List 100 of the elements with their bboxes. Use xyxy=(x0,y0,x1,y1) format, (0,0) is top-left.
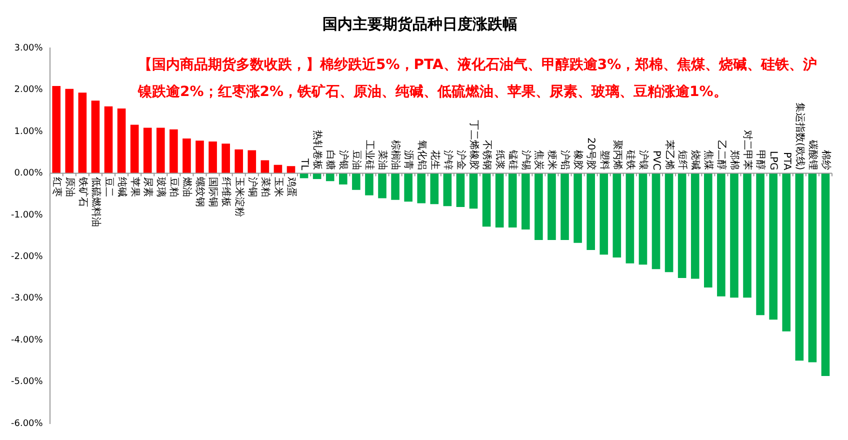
bar xyxy=(600,173,608,255)
x-tick-label: 不锈钢 xyxy=(480,140,492,170)
bar xyxy=(196,140,204,174)
bar xyxy=(443,173,452,206)
bar xyxy=(182,138,191,174)
y-tick-label: -4.00% xyxy=(10,335,44,346)
x-tick-label: 橡胶 xyxy=(572,150,584,170)
bar xyxy=(326,173,334,182)
bar xyxy=(222,144,230,174)
bar xyxy=(117,108,126,174)
bar xyxy=(130,124,139,174)
x-tick-label: 沪锌 xyxy=(442,150,454,170)
x-tick-label: 玉米淀粉 xyxy=(233,177,246,218)
bar xyxy=(65,88,74,174)
bar xyxy=(743,173,752,298)
y-tick-label: 3.00% xyxy=(14,43,44,54)
x-tick-label: 粳米 xyxy=(546,150,558,170)
x-tick-label: 聚丙烯 xyxy=(611,140,624,170)
x-tick-label: TL xyxy=(298,158,310,171)
y-tick-label: 0.00% xyxy=(14,168,44,179)
x-tick-label: 集运指数(欧线) xyxy=(794,102,806,170)
x-tick-label: 纯碱 xyxy=(116,177,128,198)
bar xyxy=(391,173,400,200)
bar xyxy=(143,128,152,174)
bar xyxy=(430,173,439,204)
x-tick-label: 短纤 xyxy=(676,150,688,170)
x-tick-label: 苯乙烯 xyxy=(663,140,676,170)
bar xyxy=(574,173,582,243)
bar xyxy=(156,128,165,174)
bar xyxy=(469,173,478,209)
x-tick-label: 沪铅 xyxy=(559,150,572,170)
bar xyxy=(170,129,178,174)
bar xyxy=(404,173,412,202)
x-tick-label: 焦炭 xyxy=(533,150,546,170)
bar xyxy=(652,173,660,270)
x-tick-label: 白糖 xyxy=(324,150,337,170)
y-tick-label: -6.00% xyxy=(10,418,44,429)
x-tick-label: 菜油 xyxy=(376,150,389,170)
bar xyxy=(560,173,569,240)
bar xyxy=(338,173,348,184)
x-tick-label: 铁矿石 xyxy=(76,176,89,208)
x-tick-label: 纸浆 xyxy=(494,150,506,170)
bar xyxy=(808,173,817,362)
bar xyxy=(352,173,360,190)
x-tick-label: 花生 xyxy=(428,150,441,170)
bar xyxy=(586,173,595,250)
y-tick-label: -5.00% xyxy=(10,377,44,388)
x-tick-label: 红枣 xyxy=(50,177,63,198)
x-tick-label: 锰硅 xyxy=(507,149,520,170)
bar xyxy=(795,173,804,361)
x-tick-label: 氧化铝 xyxy=(416,140,428,170)
bar xyxy=(704,173,712,288)
x-tick-label: 焦煤 xyxy=(702,150,715,170)
y-tick-label: -1.00% xyxy=(10,210,44,220)
bar xyxy=(612,173,622,258)
bar xyxy=(495,173,504,228)
x-tick-label: 纤维板 xyxy=(220,177,232,208)
x-tick-label: 工业硅 xyxy=(364,140,376,170)
x-tick-label: 国际铜 xyxy=(207,177,218,208)
bar xyxy=(104,106,113,174)
y-tick-label: -2.00% xyxy=(10,252,44,262)
bar xyxy=(508,173,517,228)
x-tick-label: 菜粕 xyxy=(259,177,272,198)
x-tick-label: 苹果 xyxy=(128,177,141,198)
x-tick-label: 燃油 xyxy=(181,177,194,198)
x-tick-label: PVC xyxy=(650,150,662,170)
x-tick-label: 尿素 xyxy=(142,177,154,198)
x-tick-label: 鸡蛋 xyxy=(285,176,298,198)
bar xyxy=(638,173,648,265)
bar xyxy=(52,86,61,174)
x-tick-label: 原油 xyxy=(64,177,76,198)
x-tick-label: 沪铜 xyxy=(246,177,258,198)
bar xyxy=(782,173,791,332)
bar xyxy=(769,173,778,320)
x-tick-label: 塑料 xyxy=(598,150,610,170)
x-tick-label: 沪镍 xyxy=(637,150,650,170)
x-tick-label: 沪银 xyxy=(338,150,350,170)
bar xyxy=(417,173,426,204)
bar xyxy=(717,173,726,296)
x-tick-label: 玻璃 xyxy=(155,177,168,198)
bar xyxy=(678,173,686,278)
x-tick-label: 沪锡 xyxy=(520,150,532,170)
x-tick-label: 玉米 xyxy=(272,177,284,198)
bar xyxy=(756,173,764,316)
bar xyxy=(626,173,634,264)
bar xyxy=(690,173,700,279)
x-tick-label: 碳酸锂 xyxy=(806,139,819,170)
bar xyxy=(548,173,556,240)
x-tick-label: 丁二烯橡胶 xyxy=(468,120,480,170)
bar xyxy=(821,173,830,376)
x-tick-label: 热轧卷板 xyxy=(311,130,324,170)
x-tick-label: LPG xyxy=(768,150,779,170)
x-tick-label: 豆油 xyxy=(350,150,363,170)
chart-title: 国内主要期货品种日度涨跌幅 xyxy=(322,14,518,33)
x-tick-label: 螺纹钢 xyxy=(194,177,206,208)
y-tick-label: 1.00% xyxy=(14,126,44,137)
x-tick-label: 20号胶 xyxy=(585,137,598,170)
annotation: 【国内商品期货多数收跌，】棉纱跌近5%，PTA、液化石油气、甲醇跌逾3%，郑棉、焦煤、烧碱、硅铁、沪镍跌逾2%；红枣涨2%，铁矿石、原油、纯碱、低硫燃油、苹果、尿素、玻璃、豆粕涨逾1%。 xyxy=(138,57,818,100)
bar xyxy=(365,173,374,196)
x-tick-label: PTA xyxy=(780,152,792,170)
